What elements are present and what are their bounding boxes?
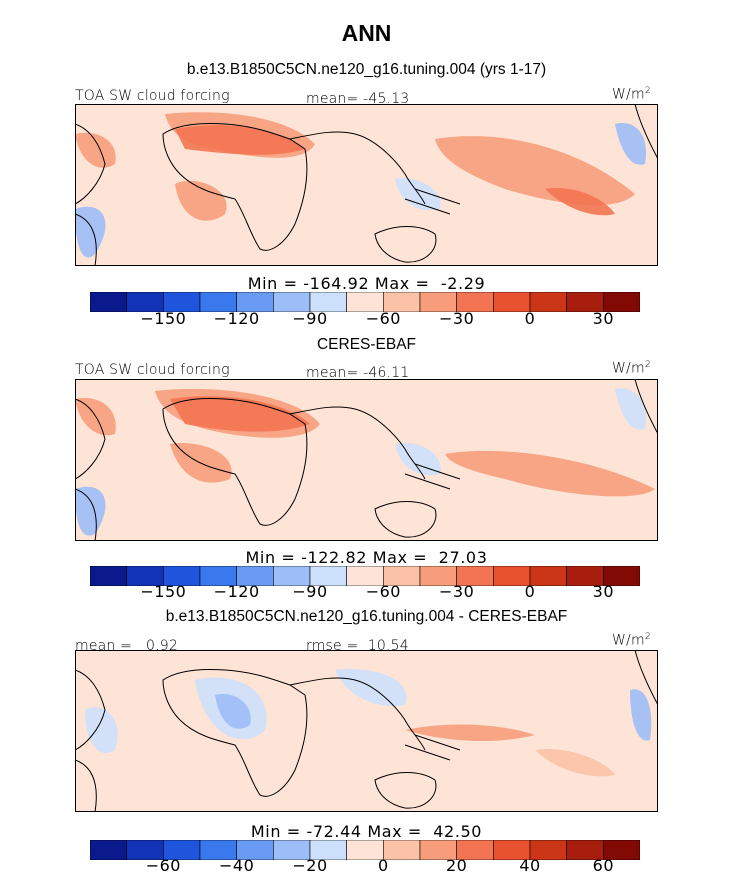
panel-title-obs: CERES-EBAF [316,336,417,353]
map-frame [75,104,658,266]
mean-label: mean= -45.13 [306,91,410,107]
variable-label: TOA SW cloud forcing [75,362,230,378]
colorbar-tick-label: −120 [213,582,260,601]
minmax-label: Min = -72.44 Max = 42.50 [250,822,483,841]
coastline [162,398,308,526]
field-contour [175,180,227,221]
field-contour [395,178,441,211]
coastline [634,379,658,435]
minmax-label: Min = -122.82 Max = 27.03 [245,548,488,567]
colorbar-model [90,292,640,312]
units-label: W/m2 [612,632,651,649]
map-frame [75,650,658,812]
colorbar-tick-label: −60 [365,309,401,328]
coastline [374,226,437,263]
coastline [404,188,461,215]
colorbar-tick-label: −30 [439,582,475,601]
variable-label: TOA SW cloud forcing [75,88,230,104]
colorbar-tick-label: −40 [219,856,255,875]
colorbar-obs [90,566,640,586]
field-contour [75,486,106,536]
units-label: W/m2 [612,86,651,103]
field-contour [75,132,116,168]
coastline [634,650,658,706]
coastline [374,772,437,809]
colorbar-tick-label: 30 [592,582,615,601]
colorbar-tick-label: 0 [377,856,389,875]
map-obs [75,379,658,541]
colorbar-swatch [603,840,640,860]
field-contour [75,206,106,258]
panel-title-model: b.e13.B1850C5CN.ne120_g16.tuning.004 (yr… [186,61,547,78]
field-contour [535,749,615,777]
colorbar-tick-label: −120 [213,309,260,328]
coastline [75,669,106,751]
coastline [634,104,658,160]
colorbar-tick-label: −150 [140,309,187,328]
map-model [75,104,658,266]
colorbar-tick-label: 30 [592,309,615,328]
coastline [162,123,308,251]
colorbar-tick-label: −60 [145,856,181,875]
colorbar-diff [90,840,640,860]
coastline [289,406,426,480]
map-diff [75,650,658,812]
coastline [289,131,426,205]
field-contour [630,689,652,741]
coastline [75,759,97,812]
field-contour [175,125,305,155]
coastline [75,123,106,205]
colorbar-ticks-model: −150 −120 −90 −60 −30 0 30 [90,309,640,331]
colorbar-tick-label: −90 [292,309,328,328]
coastline [289,677,426,751]
colorbar-tick-label: −20 [292,856,328,875]
colorbar-tick-label: −90 [292,582,328,601]
minmax-label: Min = -164.92 Max = -2.29 [247,274,486,293]
colorbar-tick-label: 60 [592,856,615,875]
page-title: ANN [341,20,392,46]
colorbar-swatch [603,292,640,312]
coastline [75,213,97,266]
coastline [75,398,106,480]
colorbar-tick-label: −30 [439,309,475,328]
colorbar-tick-label: 0 [524,582,536,601]
panel-title-diff: b.e13.B1850C5CN.ne120_g16.tuning.004 - C… [165,608,568,625]
units-label: W/m2 [612,360,651,377]
field-contour [170,396,310,432]
field-contour [615,388,646,430]
mean-label: mean= -46.11 [306,365,410,381]
colorbar-tick-label: 20 [445,856,468,875]
field-contour [615,123,646,165]
colorbar-tick-label: 40 [519,856,541,875]
colorbar-ticks-diff: −60 −40 −20 0 20 40 60 [90,856,640,878]
coastline [404,463,461,490]
field-contour [75,398,116,436]
colorbar-tick-label: 0 [524,309,536,328]
field-contour [85,707,118,754]
field-contour [215,694,251,729]
field-contour [545,188,615,216]
coastline [374,501,437,538]
colorbar-ticks-obs: −150 −120 −90 −60 −30 0 30 [90,582,640,604]
coastline [75,488,97,541]
colorbar-swatch [603,566,640,586]
colorbar-tick-label: −150 [140,582,187,601]
field-contour [335,669,407,706]
coastline [162,669,308,797]
colorbar-tick-label: −60 [365,582,401,601]
coastline [404,734,461,761]
map-frame [75,379,658,541]
field-contour [405,724,535,742]
field-contour [445,450,655,497]
field-contour [435,136,635,206]
